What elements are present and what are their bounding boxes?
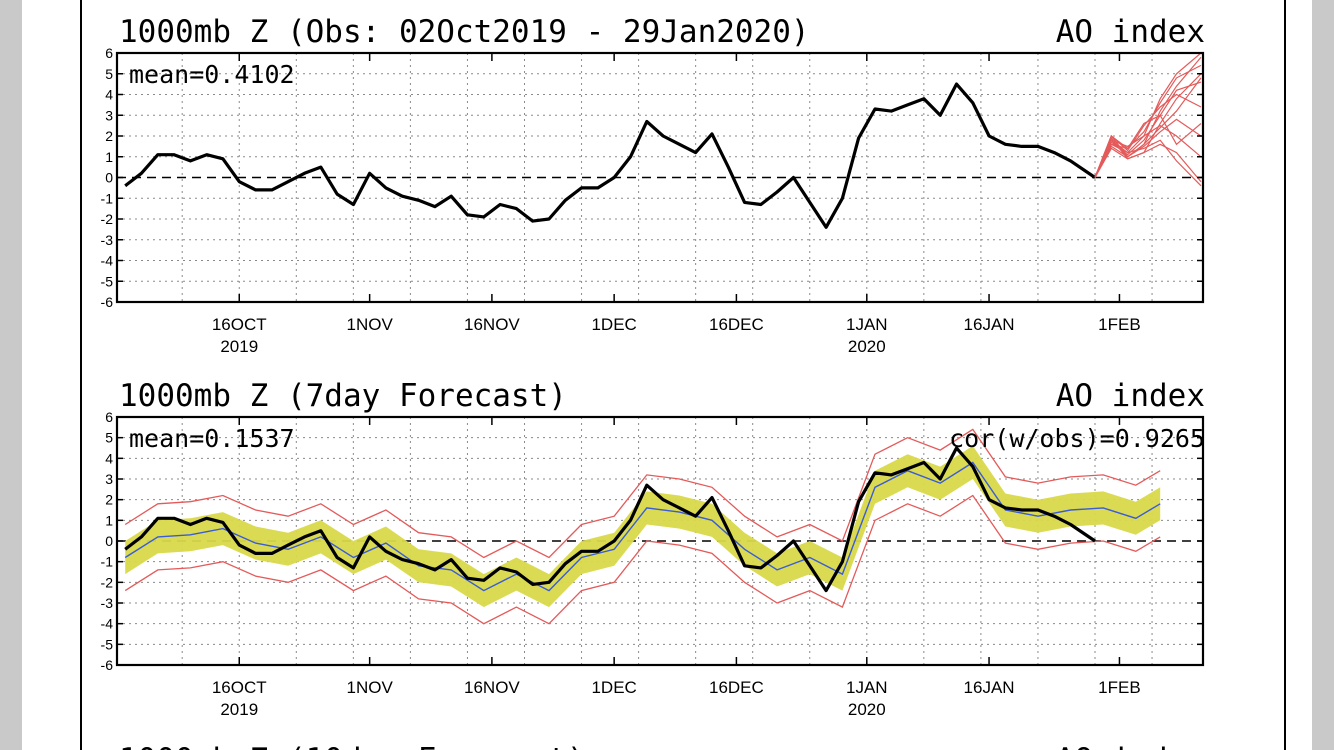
y-tick-label: 6 (105, 45, 113, 61)
forecast-member-line (1094, 139, 1202, 187)
x-tick-label: 16NOV (464, 678, 520, 697)
forecast-member-line (1094, 143, 1202, 183)
x-tick-label: 16OCT (212, 678, 267, 697)
y-tick-label: 4 (105, 87, 113, 103)
y-tick-label: -5 (101, 273, 114, 289)
y-tick-label: 1 (105, 149, 113, 165)
envelope-lower-line (124, 494, 1161, 625)
x-tick-label: 16OCT (212, 315, 267, 334)
x-tick-label: 16DEC (709, 678, 764, 697)
y-tick-label: -3 (101, 595, 114, 611)
y-tick-label: -6 (101, 294, 114, 310)
panel-title-right: AO index (1056, 14, 1205, 50)
x-tick-label: 1FEB (1098, 315, 1141, 334)
forecast-member-line (1094, 114, 1202, 178)
y-tick-label: -6 (101, 657, 114, 673)
panel-title-right-3: AO index (1056, 742, 1205, 750)
x-tick-label: 1NOV (347, 315, 394, 334)
panel-title: 1000mb Z (7day Forecast) (119, 378, 567, 414)
y-tick-label: 3 (105, 471, 113, 487)
y-tick-label: -5 (101, 636, 114, 652)
x-tick-label: 16JAN (964, 678, 1015, 697)
panel-title-3: 1000mb Z (10day Forecast) (119, 742, 586, 750)
observed-line (124, 446, 1096, 593)
mean-annotation: mean=0.4102 (129, 60, 295, 89)
y-tick-label: 4 (105, 450, 113, 466)
forecast-member-line (1094, 77, 1202, 178)
figure-page (22, 0, 1312, 750)
x-tick-label: 1NOV (347, 678, 394, 697)
x-tick-label: 16JAN (964, 315, 1015, 334)
chart-panel-1: 6 5 4 3 2 1 0 -1 -2 -3 -4 -5 -6 16OCT 2019 1NOV 16NOV 1DE… (101, 14, 1205, 356)
envelope-upper-line (124, 428, 1161, 559)
forecast-member-line (1094, 56, 1202, 178)
forecast-member-line (1094, 81, 1202, 178)
y-tick-label: -2 (101, 211, 114, 227)
y-tick-label: 3 (105, 107, 113, 123)
forecast-member-line (1094, 118, 1202, 178)
mean-annotation: mean=0.1537 (129, 424, 295, 453)
panel-title-right: AO index (1056, 378, 1205, 414)
x-tick-label: 1DEC (591, 678, 636, 697)
y-tick-label: 5 (105, 430, 113, 446)
x-tick-year-label: 2019 (220, 700, 258, 719)
x-tick-label: 1DEC (591, 315, 636, 334)
y-tick-label: 5 (105, 66, 113, 82)
x-tick-year-label: 2020 (848, 700, 886, 719)
panel-title: 1000mb Z (Obs: 02Oct2019 - 29Jan2020) (119, 14, 810, 50)
y-tick-label: -4 (101, 616, 114, 632)
forecast-mean-line (124, 461, 1161, 592)
x-tick-year-label: 2020 (848, 337, 886, 356)
y-tick-label: -1 (101, 190, 114, 206)
x-tick-year-label: 2019 (220, 337, 258, 356)
correlation-annotation: cor(w/obs)=0.9265 (949, 424, 1205, 453)
spread-band (125, 445, 1161, 608)
y-tick-label: 6 (105, 409, 113, 425)
frame-right-border (1284, 0, 1286, 750)
y-tick-label: -3 (101, 232, 114, 248)
frame-left-border (80, 0, 82, 750)
x-tick-label: 1JAN (846, 678, 888, 697)
y-tick-label: 0 (105, 170, 113, 186)
x-tick-label: 1FEB (1098, 678, 1141, 697)
y-tick-label: -1 (101, 554, 114, 570)
y-tick-label: 0 (105, 533, 113, 549)
y-tick-label: 2 (105, 128, 113, 144)
y-tick-label: -4 (101, 253, 114, 269)
x-tick-label: 16DEC (709, 315, 764, 334)
x-tick-label: 16NOV (464, 315, 520, 334)
observed-line (124, 82, 1096, 229)
y-tick-label: 2 (105, 492, 113, 508)
y-tick-label: 1 (105, 512, 113, 528)
x-tick-label: 1JAN (846, 315, 888, 334)
chart-panel-2: 6 5 4 3 2 1 0 -1 -2 -3 -4 -5 -6 16OCT 2019 1NOV 16NOV 1DE… (101, 378, 1205, 719)
y-tick-label: -2 (101, 574, 114, 590)
